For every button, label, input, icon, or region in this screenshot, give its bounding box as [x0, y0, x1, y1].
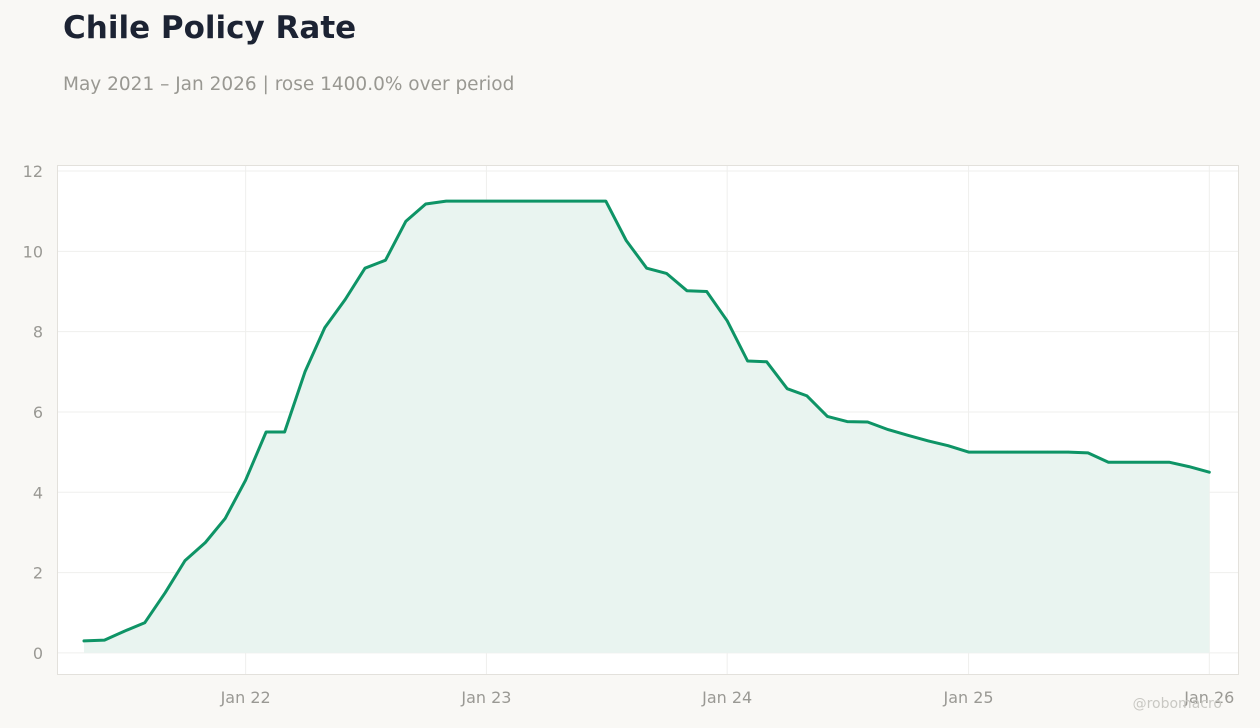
data-point [1066, 450, 1070, 454]
data-point [685, 289, 689, 292]
data-point [906, 434, 910, 437]
x-tick-label: Jan 26 [1183, 688, 1234, 707]
data-point [303, 370, 307, 374]
x-tick-label: Jan 24 [701, 688, 752, 707]
data-point [746, 359, 749, 363]
data-point [805, 394, 809, 398]
data-point [826, 415, 829, 418]
data-point [1026, 450, 1030, 454]
plot-frame [57, 165, 1239, 675]
data-point [223, 517, 227, 520]
data-point [505, 199, 509, 203]
data-point [946, 444, 950, 447]
data-point [464, 199, 468, 203]
data-point [765, 360, 768, 363]
data-point [564, 199, 567, 203]
x-tick-label: Jan 25 [943, 688, 994, 707]
data-point [404, 220, 408, 223]
data-point [1127, 460, 1131, 464]
data-point [584, 199, 588, 203]
data-point [886, 428, 890, 431]
data-point [103, 638, 106, 642]
data-point [244, 479, 247, 482]
y-tick-label: 12 [23, 162, 43, 181]
data-point [967, 450, 970, 454]
data-point [665, 272, 668, 275]
data-point [866, 420, 869, 424]
data-point [524, 199, 527, 203]
data-point [163, 591, 167, 594]
data-point [1167, 460, 1171, 464]
data-point [204, 541, 207, 544]
data-point [1208, 471, 1211, 474]
data-point [183, 559, 187, 562]
x-tick-label: Jan 23 [460, 688, 511, 707]
data-point [705, 290, 708, 293]
data-point [1107, 460, 1110, 464]
data-point [143, 621, 146, 624]
data-point [82, 639, 86, 643]
data-points [82, 199, 1211, 643]
data-point [785, 387, 789, 390]
data-point [283, 430, 286, 434]
data-point [344, 298, 347, 301]
data-point [1006, 450, 1009, 454]
y-tick-label: 8 [33, 323, 43, 342]
data-point [927, 439, 930, 443]
data-point [363, 267, 367, 270]
y-tick-label: 2 [33, 564, 43, 583]
chart-subtitle: May 2021 – Jan 2026 | rose 1400.0% over … [63, 74, 515, 95]
data-point [725, 319, 729, 323]
data-point [645, 267, 648, 270]
data-point [384, 258, 387, 262]
data-point [604, 199, 607, 203]
x-tick-label: Jan 22 [220, 688, 271, 707]
data-point [1147, 460, 1150, 464]
data-point [444, 199, 448, 203]
y-tick-label: 10 [23, 242, 43, 261]
data-point [1046, 450, 1049, 454]
y-tick-label: 0 [33, 644, 43, 663]
y-tick-label: 4 [33, 483, 43, 502]
watermark: @robomacro [1132, 696, 1222, 712]
data-point [264, 430, 268, 434]
data-point [424, 202, 427, 206]
data-point [485, 199, 488, 203]
y-axis-ticks: 0 2 4 6 8 10 12 [23, 162, 43, 663]
data-point [1086, 451, 1090, 455]
chart-title: Chile Policy Rate [63, 10, 357, 46]
data-point [123, 630, 126, 633]
y-tick-label: 6 [33, 403, 43, 422]
x-axis-ticks: Jan 22 Jan 23 Jan 24 Jan 25 Jan 26 [220, 688, 1235, 707]
data-point [1187, 465, 1191, 468]
data-point [845, 420, 849, 423]
data-point [625, 239, 628, 242]
data-point [323, 326, 326, 329]
area-fill [84, 201, 1210, 653]
data-point [987, 450, 991, 454]
data-point [544, 199, 547, 203]
